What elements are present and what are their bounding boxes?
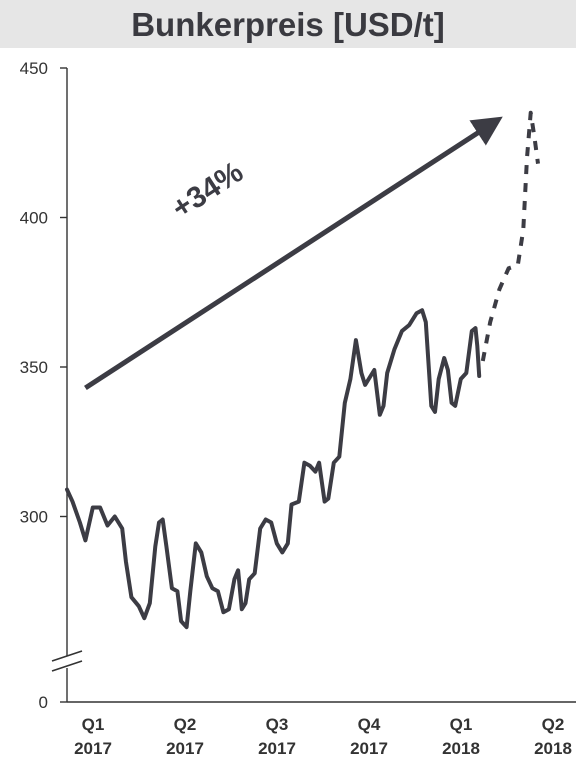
forecast-line (480, 110, 540, 362)
x-tick-label: Q1 2018 (442, 715, 480, 758)
y-tick-label: 450 (20, 59, 48, 78)
title-bar (0, 0, 576, 48)
x-tick-label: Q3 2017 (258, 715, 296, 758)
chart-title: Bunkerpreis [USD/t] (131, 6, 445, 43)
y-tick-label: 300 (20, 508, 48, 527)
x-tick-label: Q1 2017 (74, 715, 112, 758)
x-tick-label: Q2 2017 (166, 715, 204, 758)
x-tick-label: Q2 2018 (534, 715, 572, 758)
x-tick-label: Q4 2017 (350, 715, 388, 758)
y-tick-label: 0 (39, 693, 48, 712)
y-tick-label: 350 (20, 358, 48, 377)
trend-percent-label: +34% (166, 155, 249, 225)
trend-arrow (84, 116, 503, 391)
price-line (65, 308, 482, 630)
y-tick-label: 400 (20, 209, 48, 228)
axis-break-mark (51, 660, 83, 672)
axis-break-mark (51, 650, 83, 662)
